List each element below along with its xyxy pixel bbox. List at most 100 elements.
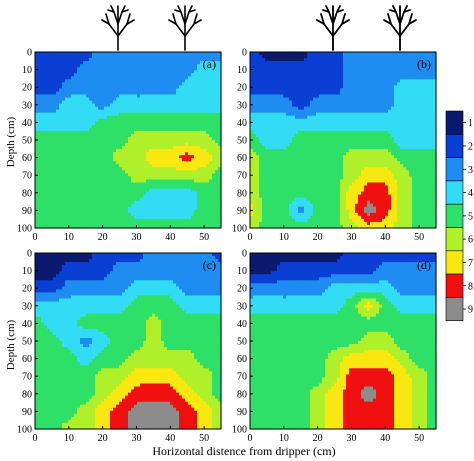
contour-cell [197,161,201,165]
contour-cell [128,67,132,71]
contour-cell [268,91,272,96]
contour-cell [176,109,180,114]
contour-cell [188,212,192,217]
contour-cell [203,140,207,144]
contour-cell [140,58,144,62]
contour-cell [364,70,368,74]
contour-cell [56,106,60,111]
contour-cell [86,191,90,196]
contour-cell [101,173,105,178]
contour-cell [194,146,198,150]
contour-cell [137,76,141,80]
contour-cell [62,106,66,111]
contour-cell [218,188,222,193]
contour-cell [65,170,69,174]
contour-cell [361,85,365,90]
contour-cell [143,91,147,96]
contour-cell [56,170,60,174]
contour-cell [38,179,42,184]
contour-cell [110,164,114,168]
contour-cell [41,91,45,96]
contour-cell [352,85,356,90]
contour-cell [203,61,207,65]
contour-cell [116,61,120,65]
contour-cell [53,73,57,77]
contour-cell [38,112,42,117]
contour-cell [92,73,96,77]
contour-cell [418,61,422,65]
contour-cell [212,182,216,187]
contour-cell [167,52,171,56]
contour-cell [110,109,114,114]
contour-cell [89,52,93,56]
contour-cell [107,82,111,86]
contour-cell [59,164,63,168]
contour-cell [113,130,117,135]
contour-cell [143,70,147,74]
contour-cell [59,67,63,71]
contour-cell [89,55,93,59]
contour-cell [194,182,198,187]
contour-cell [346,94,350,99]
contour-cell [379,52,383,56]
contour-cell [65,218,69,223]
contour-cell [185,209,189,214]
contour-cell [197,61,201,65]
contour-cell [271,61,275,65]
contour-cell [277,58,281,62]
contour-cell [143,112,147,117]
contour-cell [143,130,147,135]
contour-cell [403,61,407,65]
contour-cell [209,121,213,126]
contour-cell [215,67,219,71]
contour-cell [44,124,48,129]
contour-cell [131,212,135,217]
contour-cell [173,167,177,171]
contour-cell [158,143,162,147]
contour-cell [128,109,132,114]
contour-cell [209,149,213,153]
contour-cell [185,212,189,217]
contour-cell [200,127,204,132]
contour-cell [35,133,39,138]
tree-icon [316,5,350,51]
contour-cell [418,76,422,80]
contour-cell [107,94,111,99]
contour-cell [161,185,165,190]
contour-cell [188,224,192,229]
contour-cell [170,118,174,123]
contour-cell [271,64,275,68]
contour-cell [209,64,213,68]
contour-cell [47,55,51,59]
contour-cell [200,155,204,159]
contour-cell [179,176,183,181]
contour-cell [191,118,195,123]
contour-cell [113,224,117,229]
contour-cell [253,106,257,111]
contour-cell [373,79,377,83]
contour-cell [191,188,195,193]
contour-cell [373,94,377,99]
contour-cell [65,58,69,62]
contour-cell [71,215,75,220]
contour-cell [44,130,48,135]
contour-cell [83,112,87,117]
contour-cell [113,112,117,117]
contour-cell [101,133,105,138]
contour-cell [83,58,87,62]
contour-cell [188,146,192,150]
contour-cell [400,94,404,99]
contour-cell [277,115,281,120]
contour-cell [71,58,75,62]
contour-cell [35,124,39,129]
contour-cell [200,191,204,196]
contour-cell [331,52,335,56]
contour-cell [262,55,266,59]
contour-cell [65,67,69,71]
contour-cell [92,121,96,126]
contour-cell [179,121,183,126]
contour-cell [301,64,305,68]
contour-cell [38,133,42,138]
contour-cell [47,167,51,171]
contour-cell [149,218,153,223]
